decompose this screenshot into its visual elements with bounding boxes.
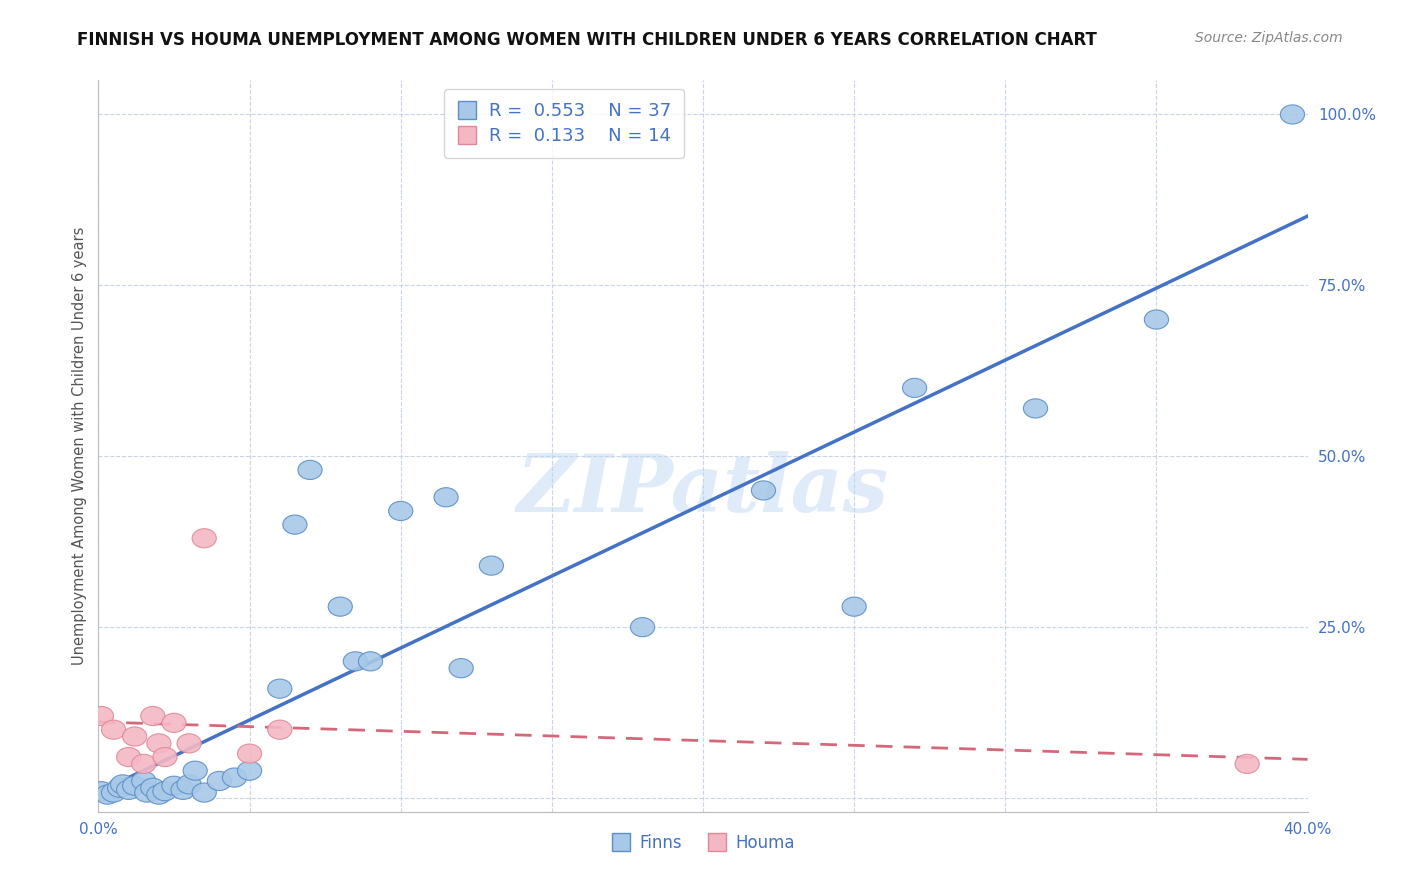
Ellipse shape [1234,755,1260,773]
Ellipse shape [172,780,195,799]
Ellipse shape [267,679,292,698]
Ellipse shape [153,747,177,766]
Ellipse shape [135,783,159,802]
Ellipse shape [177,734,201,753]
Ellipse shape [842,597,866,616]
Ellipse shape [141,706,165,725]
Ellipse shape [222,768,246,787]
Ellipse shape [111,775,135,794]
Ellipse shape [132,772,156,790]
Ellipse shape [630,617,655,637]
Ellipse shape [1144,310,1168,329]
Ellipse shape [90,781,114,801]
Ellipse shape [117,780,141,799]
Ellipse shape [96,785,120,805]
Ellipse shape [162,714,186,732]
Ellipse shape [479,556,503,575]
Ellipse shape [177,775,201,794]
Ellipse shape [751,481,776,500]
Ellipse shape [343,652,367,671]
Ellipse shape [283,515,307,534]
Ellipse shape [1281,105,1305,124]
Ellipse shape [238,761,262,780]
Ellipse shape [207,772,232,790]
Ellipse shape [903,378,927,398]
Ellipse shape [141,778,165,797]
Ellipse shape [298,460,322,480]
Text: ZIPatlas: ZIPatlas [517,451,889,529]
Ellipse shape [117,747,141,766]
Ellipse shape [122,727,146,746]
Ellipse shape [146,785,172,805]
Ellipse shape [434,488,458,507]
Ellipse shape [122,776,146,796]
Ellipse shape [193,529,217,548]
Text: Source: ZipAtlas.com: Source: ZipAtlas.com [1195,31,1343,45]
Ellipse shape [90,706,114,725]
Ellipse shape [146,734,172,753]
Ellipse shape [107,778,132,797]
Legend: Finns, Houma: Finns, Houma [605,827,801,858]
Ellipse shape [359,652,382,671]
Ellipse shape [328,597,353,616]
Ellipse shape [153,781,177,801]
Y-axis label: Unemployment Among Women with Children Under 6 years: Unemployment Among Women with Children U… [72,227,87,665]
Ellipse shape [101,783,125,802]
Ellipse shape [183,761,207,780]
Ellipse shape [132,755,156,773]
Ellipse shape [267,720,292,739]
Ellipse shape [1024,399,1047,418]
Text: FINNISH VS HOUMA UNEMPLOYMENT AMONG WOMEN WITH CHILDREN UNDER 6 YEARS CORRELATIO: FINNISH VS HOUMA UNEMPLOYMENT AMONG WOME… [77,31,1097,49]
Ellipse shape [449,658,474,678]
Ellipse shape [388,501,413,521]
Ellipse shape [193,783,217,802]
Ellipse shape [238,744,262,764]
Ellipse shape [101,720,125,739]
Ellipse shape [162,776,186,796]
